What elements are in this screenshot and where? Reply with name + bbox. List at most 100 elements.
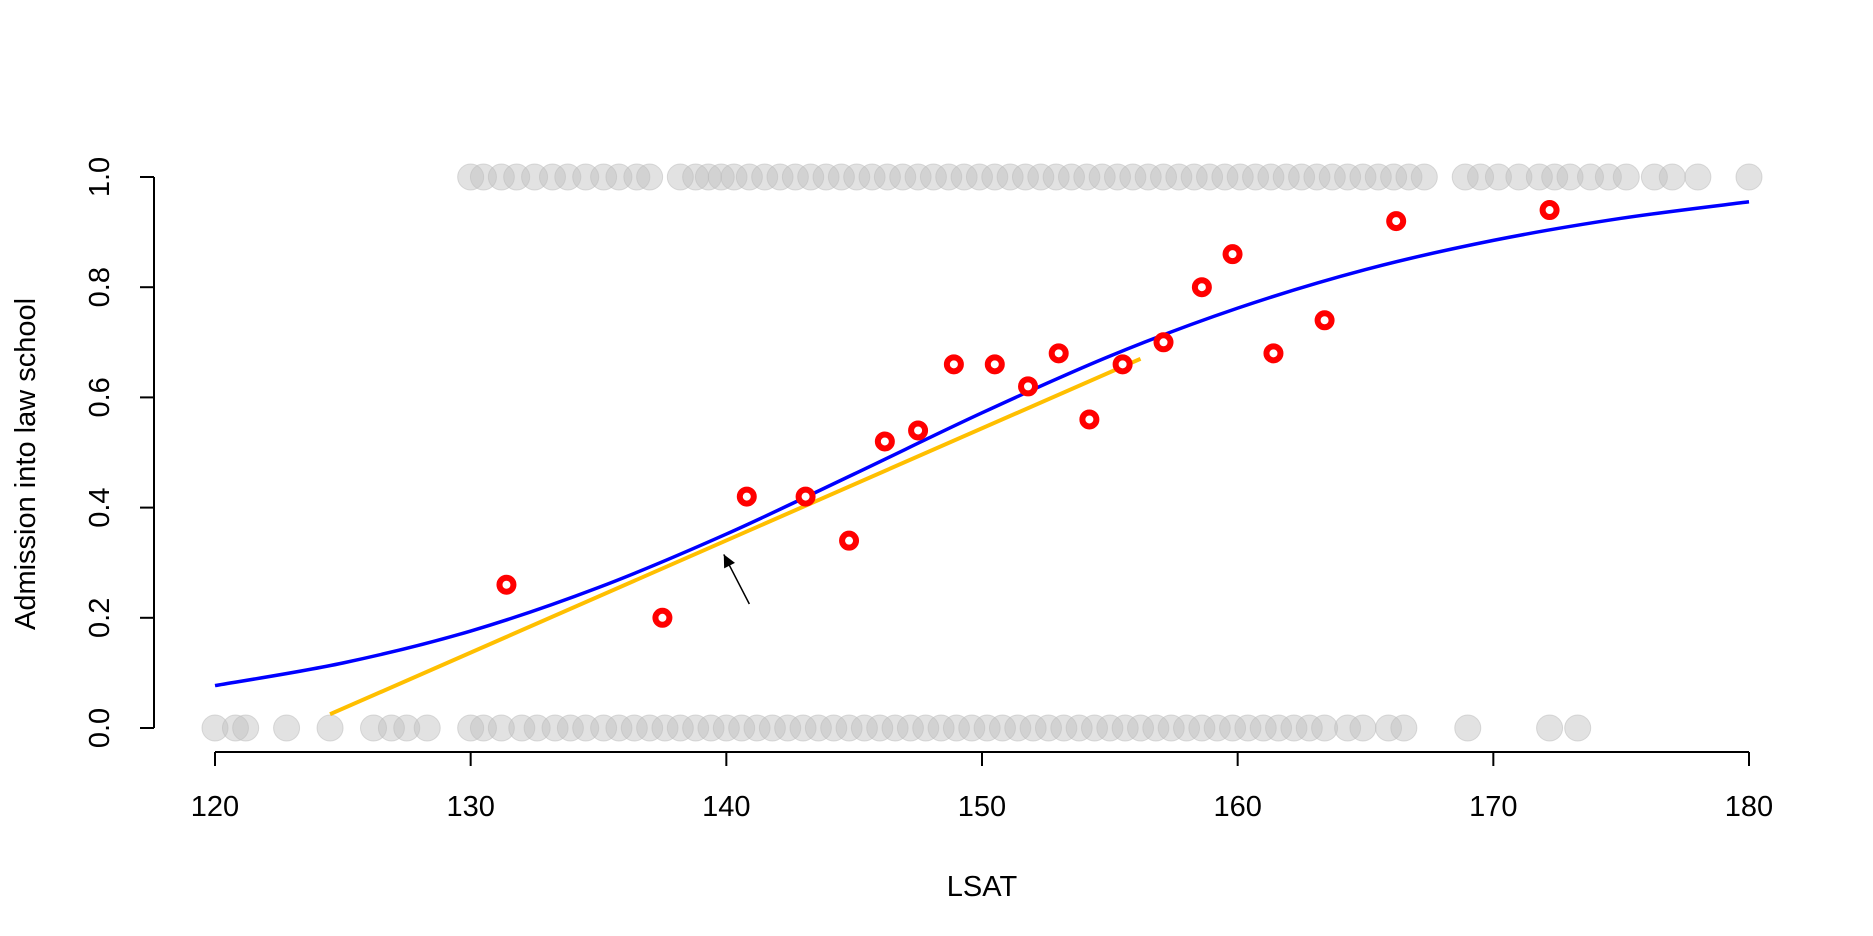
raw-point-rejected — [1390, 714, 1418, 742]
annotations — [723, 554, 751, 605]
raw-point-rejected — [712, 714, 740, 742]
raw-point-admitted — [720, 163, 748, 191]
raw-point-admitted — [1288, 163, 1316, 191]
raw-point-admitted — [965, 163, 993, 191]
raw-point-rejected — [1295, 714, 1323, 742]
binned-proportion-point — [1314, 310, 1335, 331]
raw-point-admitted — [1165, 163, 1193, 191]
binned-proportion-point — [1263, 343, 1284, 364]
raw-point-rejected — [682, 714, 710, 742]
raw-point-admitted — [487, 163, 515, 191]
y-axis-label: Admission into law school — [10, 298, 42, 630]
raw-point-rejected — [958, 714, 986, 742]
raw-point-rejected — [988, 714, 1016, 742]
raw-point-rejected — [232, 714, 260, 742]
raw-point-rejected — [1173, 714, 1201, 742]
raw-point-rejected — [1311, 714, 1339, 742]
raw-point-admitted — [735, 163, 763, 191]
raw-point-admitted — [1735, 163, 1763, 191]
x-tick-label: 130 — [446, 791, 494, 823]
binned-proportion-point — [652, 607, 673, 628]
raw-point-rejected — [881, 714, 909, 742]
raw-point-admitted — [1658, 163, 1686, 191]
raw-point-admitted — [1364, 163, 1392, 191]
raw-point-rejected — [487, 714, 515, 742]
x-tick-label: 170 — [1469, 791, 1517, 823]
raw-point-rejected — [1219, 714, 1247, 742]
x-axis: 120 130 140 150 160 170 180 — [191, 751, 1773, 823]
raw-point-admitted — [1349, 163, 1377, 191]
binned-points — [496, 200, 1560, 628]
raw-point-admitted — [858, 163, 886, 191]
binned-proportion-point — [1018, 376, 1039, 397]
raw-point-rejected — [1004, 714, 1032, 742]
raw-point-rejected — [1536, 714, 1564, 742]
raw-point-admitted — [1303, 163, 1331, 191]
raw-point-rejected — [1188, 714, 1216, 742]
binned-proportion-point — [1112, 354, 1133, 375]
raw-point-rejected — [1249, 714, 1277, 742]
raw-point-admitted — [538, 163, 566, 191]
x-tick-label: 150 — [958, 791, 1006, 823]
raw-point-admitted — [1134, 163, 1162, 191]
binned-proportion-point — [795, 486, 816, 507]
raw-point-rejected — [1050, 714, 1078, 742]
raw-point-admitted — [843, 163, 871, 191]
raw-point-admitted — [1272, 163, 1300, 191]
raw-point-rejected — [697, 714, 725, 742]
raw-point-admitted — [919, 163, 947, 191]
binned-proportion-point — [839, 530, 860, 551]
raw-point-admitted — [935, 163, 963, 191]
raw-point-admitted — [781, 163, 809, 191]
binned-proportion-point — [736, 486, 757, 507]
raw-point-rejected — [620, 714, 648, 742]
raw-point-rejected — [1564, 714, 1592, 742]
x-tick-label: 180 — [1725, 791, 1773, 823]
logistic-fit-curve — [214, 200, 1750, 688]
raw-point-admitted — [1027, 163, 1055, 191]
raw-point-admitted — [873, 163, 901, 191]
raw-point-admitted — [1451, 163, 1479, 191]
raw-point-rejected — [666, 714, 694, 742]
raw-point-rejected — [850, 714, 878, 742]
raw-point-rejected — [758, 714, 786, 742]
raw-point-admitted — [889, 163, 917, 191]
raw-point-admitted — [1541, 163, 1569, 191]
raw-point-admitted — [1150, 163, 1178, 191]
raw-point-admitted — [797, 163, 825, 191]
raw-points — [201, 163, 1763, 742]
raw-point-rejected — [1096, 714, 1124, 742]
raw-point-admitted — [1242, 163, 1270, 191]
raw-point-admitted — [751, 163, 779, 191]
raw-point-rejected — [1127, 714, 1155, 742]
binned-proportion-point — [1079, 409, 1100, 430]
raw-point-admitted — [1211, 163, 1239, 191]
arrow-annotation-head — [723, 554, 735, 569]
binned-proportion-point — [1539, 200, 1560, 221]
raw-point-rejected — [508, 714, 536, 742]
raw-point-rejected — [221, 714, 249, 742]
raw-point-admitted — [1119, 163, 1147, 191]
raw-point-rejected — [1454, 714, 1482, 742]
fit-lines — [214, 200, 1750, 717]
raw-point-rejected — [774, 714, 802, 742]
raw-point-admitted — [1180, 163, 1208, 191]
raw-point-rejected — [1157, 714, 1185, 742]
raw-point-rejected — [651, 714, 679, 742]
y-tick-label: 1.0 — [84, 157, 116, 197]
raw-point-rejected — [789, 714, 817, 742]
raw-point-rejected — [1334, 714, 1362, 742]
raw-point-admitted — [766, 163, 794, 191]
raw-point-rejected — [1142, 714, 1170, 742]
raw-point-admitted — [1057, 163, 1085, 191]
raw-point-admitted — [1684, 163, 1712, 191]
raw-point-rejected — [942, 714, 970, 742]
raw-point-admitted — [1612, 163, 1640, 191]
raw-point-rejected — [1019, 714, 1047, 742]
raw-point-rejected — [835, 714, 863, 742]
y-tick-label: 0.8 — [84, 267, 116, 307]
raw-point-rejected — [605, 714, 633, 742]
raw-point-rejected — [743, 714, 771, 742]
raw-point-rejected — [316, 714, 344, 742]
